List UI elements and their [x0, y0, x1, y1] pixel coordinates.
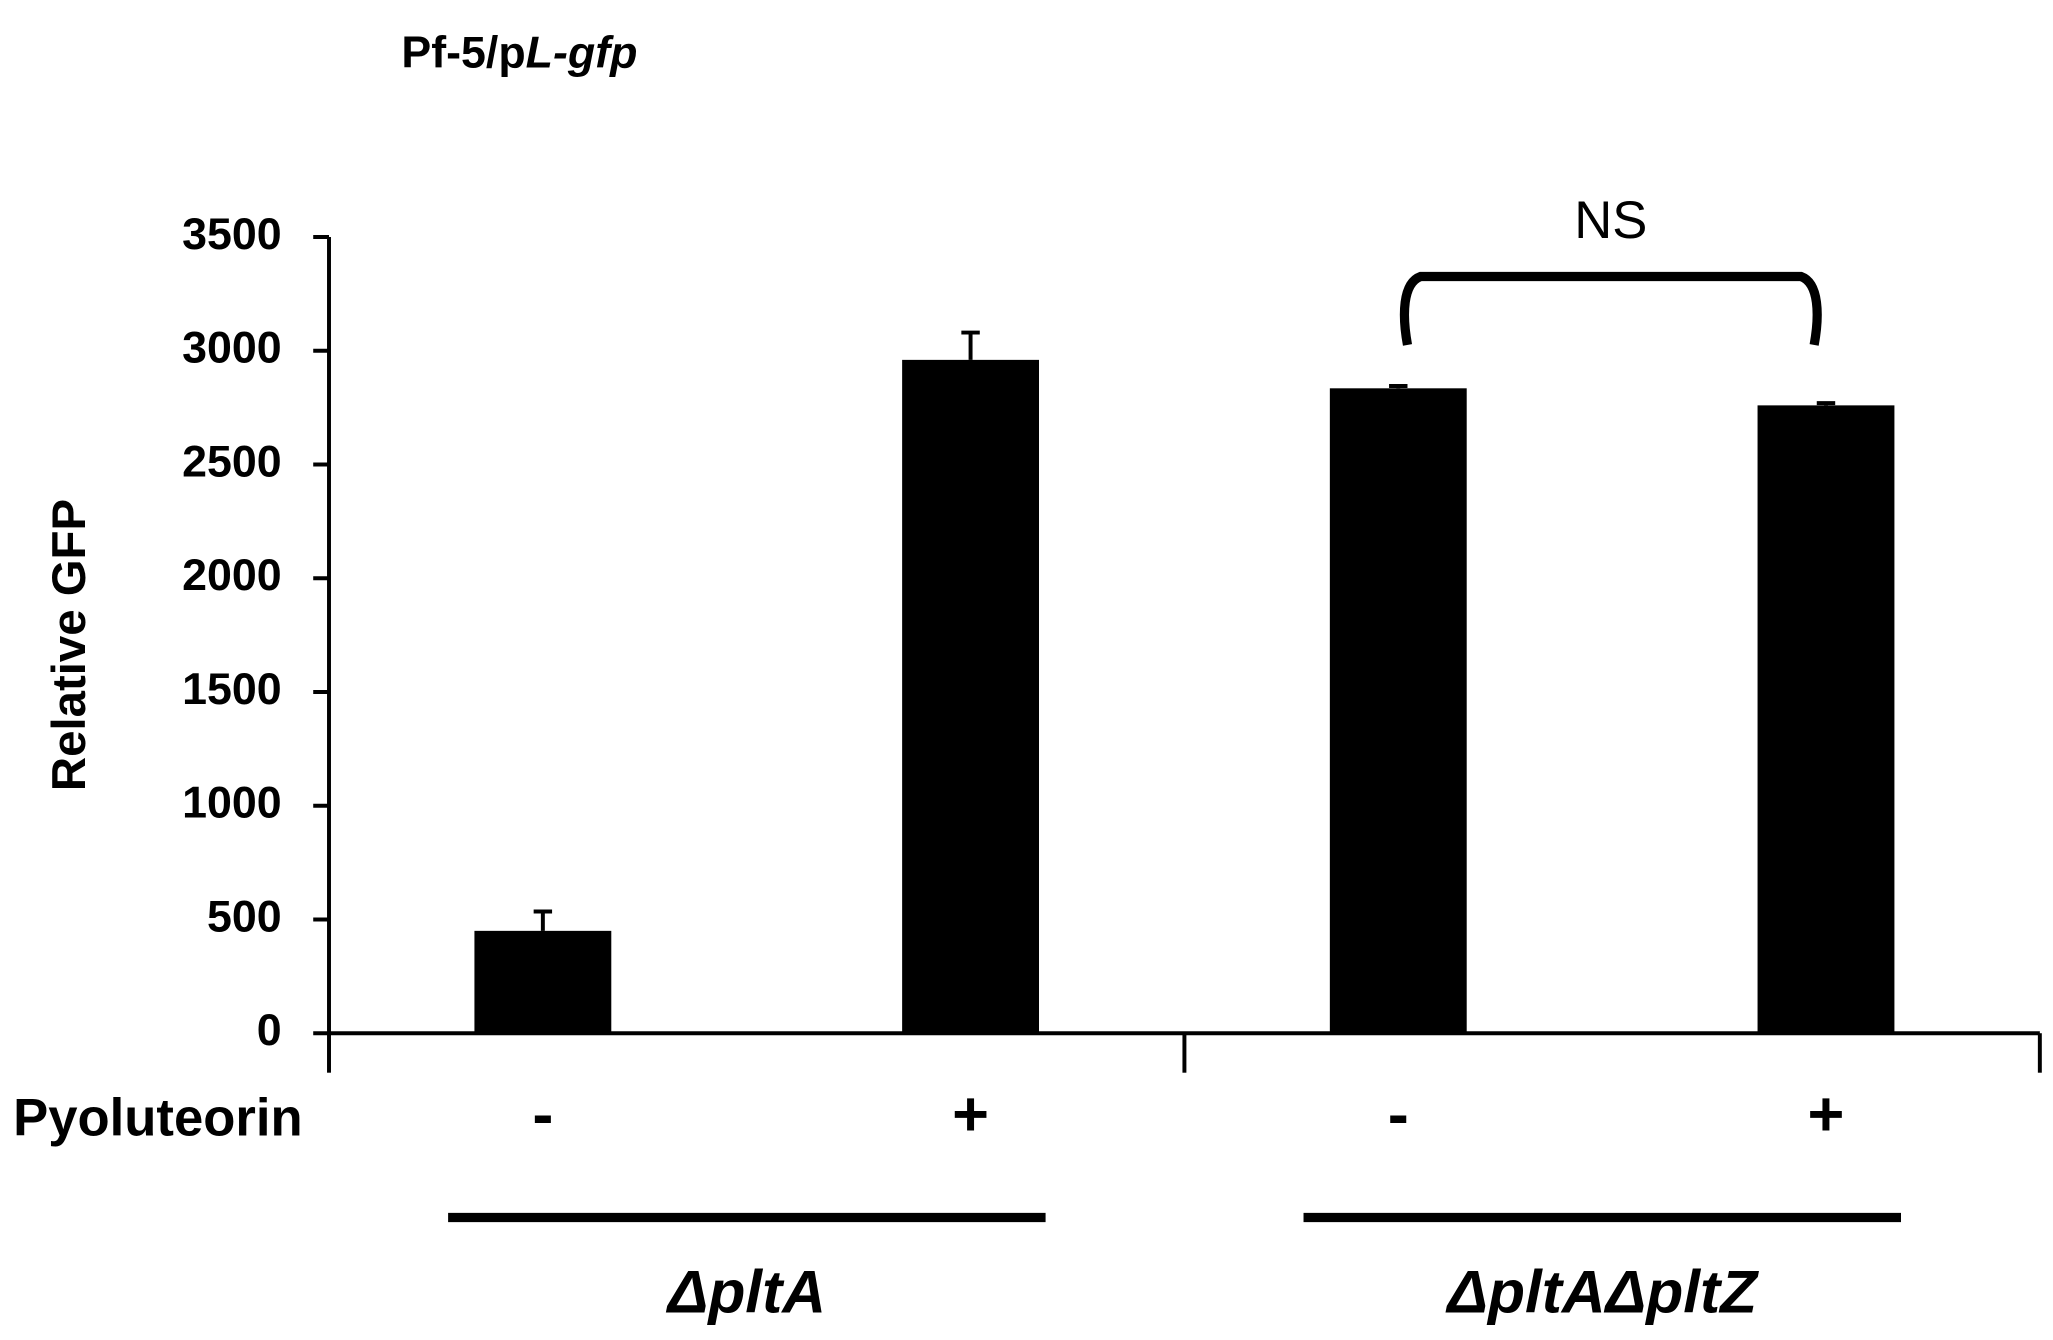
bar — [474, 930, 612, 1034]
y-tick-label: 2500 — [182, 436, 282, 486]
title-part: L-gfp — [526, 27, 638, 77]
x-tick-label: - — [1388, 1079, 1409, 1149]
x-tick-label: - — [532, 1079, 553, 1149]
y-tick-label: 1500 — [182, 664, 282, 714]
bar — [1757, 405, 1895, 1034]
y-tick-label: 500 — [207, 891, 282, 941]
row-label: Pyoluteorin — [13, 1088, 302, 1147]
error-bar — [1816, 401, 1836, 406]
annotation: NS — [1574, 191, 1647, 250]
y-tick-label: 3000 — [182, 323, 282, 373]
error-bar — [1389, 384, 1408, 389]
y-tick-label: 1000 — [182, 778, 282, 828]
group-label: ΔpltAΔpltZ — [1445, 1257, 1759, 1325]
error-bar — [961, 330, 980, 360]
significance-bracket — [1399, 271, 1822, 346]
y-tick-label: 2000 — [182, 550, 282, 600]
x-tick-label: + — [952, 1079, 989, 1149]
chart-title: Pf-5/pL-gfp — [401, 27, 637, 77]
bar — [1329, 388, 1467, 1034]
group-label: ΔpltA — [666, 1257, 826, 1325]
bar — [902, 359, 1040, 1034]
title-part: Pf-5/p — [401, 27, 525, 77]
x-tick-label: + — [1808, 1079, 1845, 1149]
y-tick-label: 0 — [257, 1005, 282, 1055]
y-tick-label: 3500 — [182, 209, 282, 259]
y-axis-label: Relative GFP — [43, 499, 96, 791]
error-bar — [533, 909, 553, 931]
